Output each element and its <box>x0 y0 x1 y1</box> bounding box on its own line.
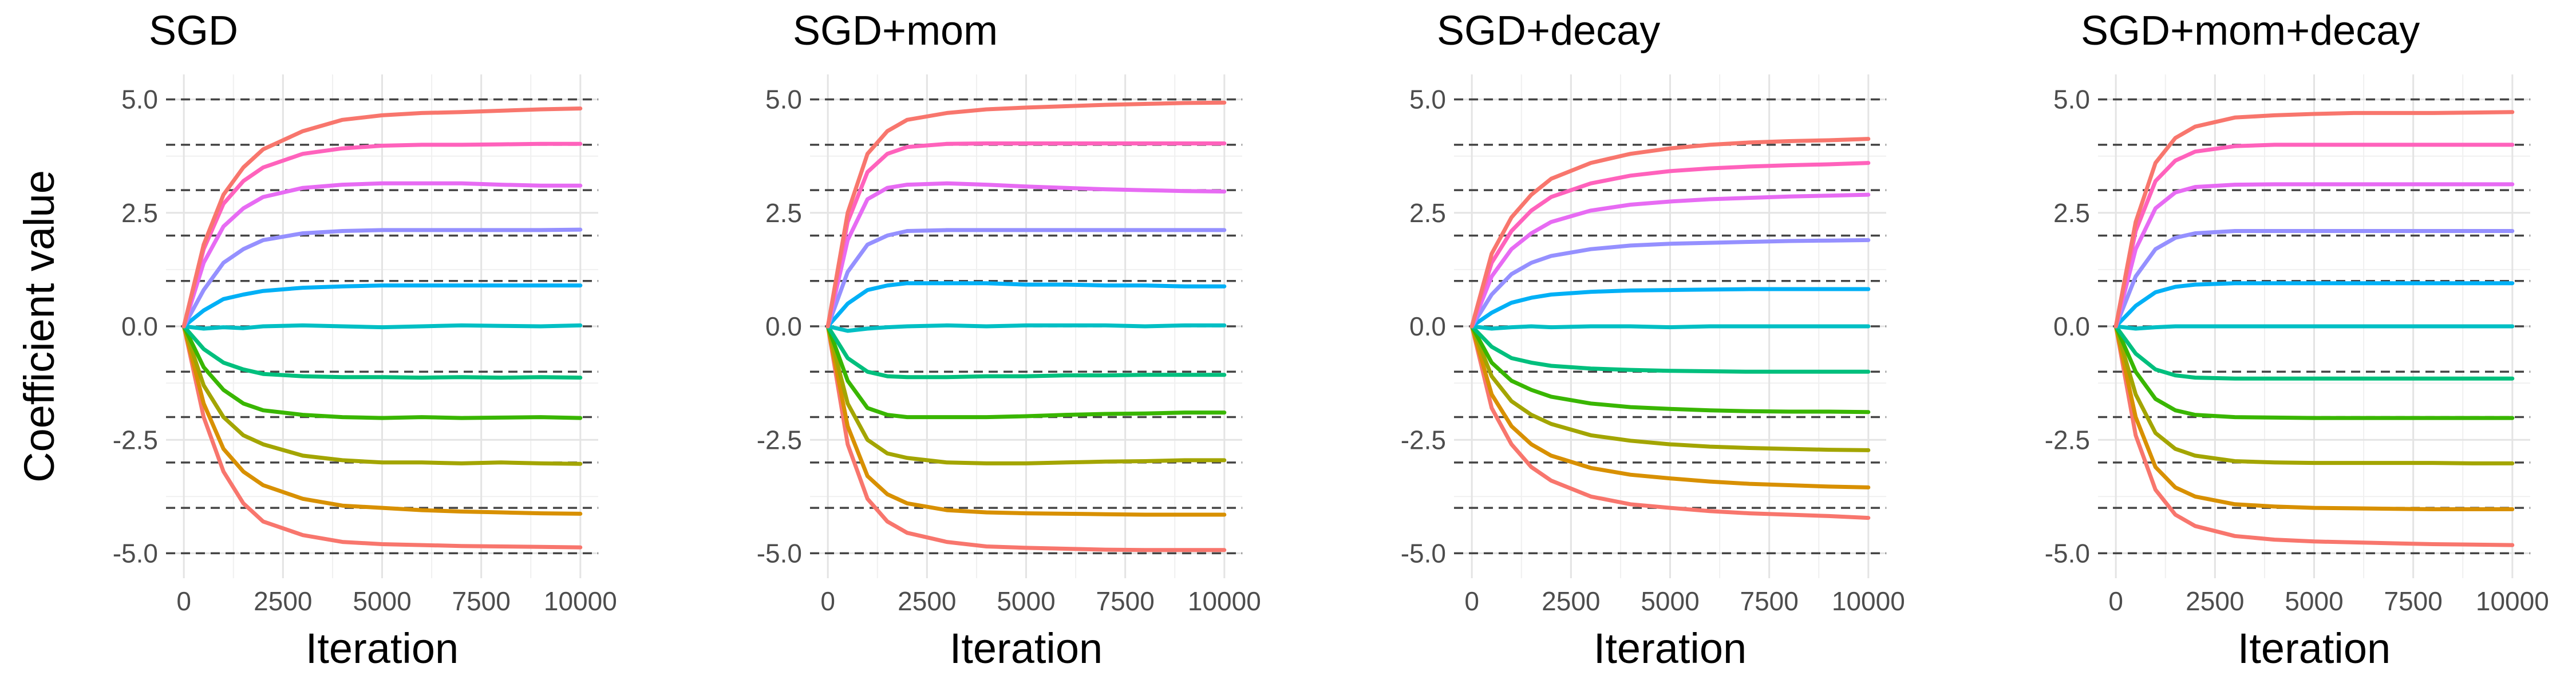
series-line-4 <box>181 324 583 420</box>
x-axis-label: Iteration <box>950 625 1103 672</box>
series-line-8 <box>1469 238 1871 329</box>
series-line-7 <box>181 283 583 329</box>
series-line-10 <box>825 141 1227 329</box>
x-tick-label: 7500 <box>1740 586 1798 616</box>
series-line-9 <box>2113 182 2515 329</box>
x-tick-label: 2500 <box>898 586 956 616</box>
y-tick-label: 0.0 <box>121 311 158 341</box>
series-line-8 <box>181 227 583 329</box>
panel-title: SGD+mom <box>793 8 998 54</box>
x-axis-label: Iteration <box>1594 625 1747 672</box>
series-line-3 <box>2113 324 2515 465</box>
series-line-6 <box>1469 324 1871 331</box>
y-tick-label: 0.0 <box>1409 311 1446 341</box>
x-axis-label: Iteration <box>306 625 459 672</box>
x-tick-label: 7500 <box>452 586 510 616</box>
y-tick-label: 2.5 <box>765 198 802 228</box>
series-line-2 <box>1469 324 1871 489</box>
series-line-11 <box>825 100 1227 329</box>
x-tick-label: 5000 <box>1641 586 1699 616</box>
series-line-2 <box>2113 324 2515 511</box>
series-line-6 <box>825 323 1227 333</box>
series-line-7 <box>2113 281 2515 329</box>
x-tick-label: 7500 <box>1096 586 1154 616</box>
x-tick-label: 2500 <box>1542 586 1600 616</box>
y-tick-label: -2.5 <box>113 425 158 455</box>
series-line-11 <box>181 106 583 329</box>
series-line-4 <box>1469 324 1871 414</box>
x-tick-label: 0 <box>176 586 191 616</box>
series-line-11 <box>2113 110 2515 329</box>
series-line-9 <box>1469 192 1871 329</box>
series-line-3 <box>1469 324 1871 452</box>
series-line-7 <box>825 281 1227 329</box>
x-tick-label: 7500 <box>2384 586 2442 616</box>
panel-2: -5.0 -2.5 0.0 2.5 5.0 0 2500 5000 7500 10000 SGD+m… <box>757 8 1261 672</box>
y-tick-label: 5.0 <box>2053 85 2090 114</box>
x-tick-label: 5000 <box>997 586 1055 616</box>
x-tick-label: 10000 <box>1188 586 1261 616</box>
y-tick-label: -5.0 <box>113 538 158 568</box>
series-line-5 <box>2113 324 2515 381</box>
panel-title: SGD+mom+decay <box>2081 8 2420 54</box>
series-line-11 <box>1469 137 1871 329</box>
y-tick-label: 2.5 <box>2053 198 2090 228</box>
x-tick-label: 0 <box>2108 586 2123 616</box>
series-line-1 <box>1469 324 1871 520</box>
y-tick-label: -2.5 <box>2045 425 2090 455</box>
x-tick-label: 2500 <box>2186 586 2244 616</box>
series-line-6 <box>181 323 583 331</box>
y-tick-label: -5.0 <box>2045 538 2090 568</box>
y-tick-label: -2.5 <box>757 425 802 455</box>
series-line-6 <box>2113 324 2515 331</box>
y-tick-label: 5.0 <box>765 85 802 114</box>
x-tick-label: 5000 <box>2285 586 2343 616</box>
panel-title: SGD+decay <box>1437 8 1660 54</box>
x-tick-label: 5000 <box>353 586 411 616</box>
series-line-7 <box>1469 287 1871 329</box>
x-tick-label: 10000 <box>2476 586 2549 616</box>
series-line-1 <box>2113 324 2515 547</box>
series-line-9 <box>825 181 1227 329</box>
series-line-5 <box>825 324 1227 380</box>
series-line-10 <box>181 141 583 329</box>
series-line-3 <box>181 324 583 466</box>
y-tick-label: 2.5 <box>121 198 158 228</box>
y-tick-label: 2.5 <box>1409 198 1446 228</box>
series-line-9 <box>181 181 583 329</box>
y-tick-label: -2.5 <box>1401 425 1446 455</box>
y-tick-label: -5.0 <box>757 538 802 568</box>
series-line-1 <box>825 324 1227 552</box>
y-tick-label: 0.0 <box>765 311 802 341</box>
x-tick-label: 0 <box>1464 586 1479 616</box>
x-tick-label: 0 <box>820 586 835 616</box>
x-tick-label: 10000 <box>544 586 617 616</box>
series-line-2 <box>181 324 583 516</box>
panel-3: -5.0 -2.5 0.0 2.5 5.0 0 2500 5000 7500 10000 SGD+d… <box>1401 8 1905 672</box>
series-line-8 <box>2113 229 2515 329</box>
y-tick-label: 5.0 <box>1409 85 1446 114</box>
series-line-10 <box>2113 143 2515 329</box>
y-tick-label: 0.0 <box>2053 311 2090 341</box>
series-line-5 <box>1469 324 1871 374</box>
x-tick-label: 2500 <box>254 586 312 616</box>
series-line-5 <box>181 324 583 380</box>
x-tick-label: 10000 <box>1832 586 1905 616</box>
panel-4: -5.0 -2.5 0.0 2.5 5.0 0 2500 5000 7500 10000 SGD+m… <box>2045 8 2549 672</box>
series-line-4 <box>2113 324 2515 420</box>
panel-title: SGD <box>149 8 238 54</box>
series-line-2 <box>825 324 1227 517</box>
y-tick-label: -5.0 <box>1401 538 1446 568</box>
panel-1: -5.0 -2.5 0.0 2.5 5.0 0 2500 5000 7500 10000 SGD It… <box>113 8 617 672</box>
y-tick-label: 5.0 <box>121 85 158 114</box>
series-line-3 <box>825 324 1227 465</box>
panels: -5.0 -2.5 0.0 2.5 5.0 0 2500 5000 7500 10000 SGD It… <box>113 8 2549 672</box>
series-line-8 <box>825 228 1227 329</box>
x-axis-label: Iteration <box>2238 625 2391 672</box>
series-line-1 <box>181 324 583 550</box>
y-axis-label: Coefficient value <box>15 170 63 483</box>
series-line-10 <box>1469 161 1871 329</box>
series-line-4 <box>825 324 1227 420</box>
